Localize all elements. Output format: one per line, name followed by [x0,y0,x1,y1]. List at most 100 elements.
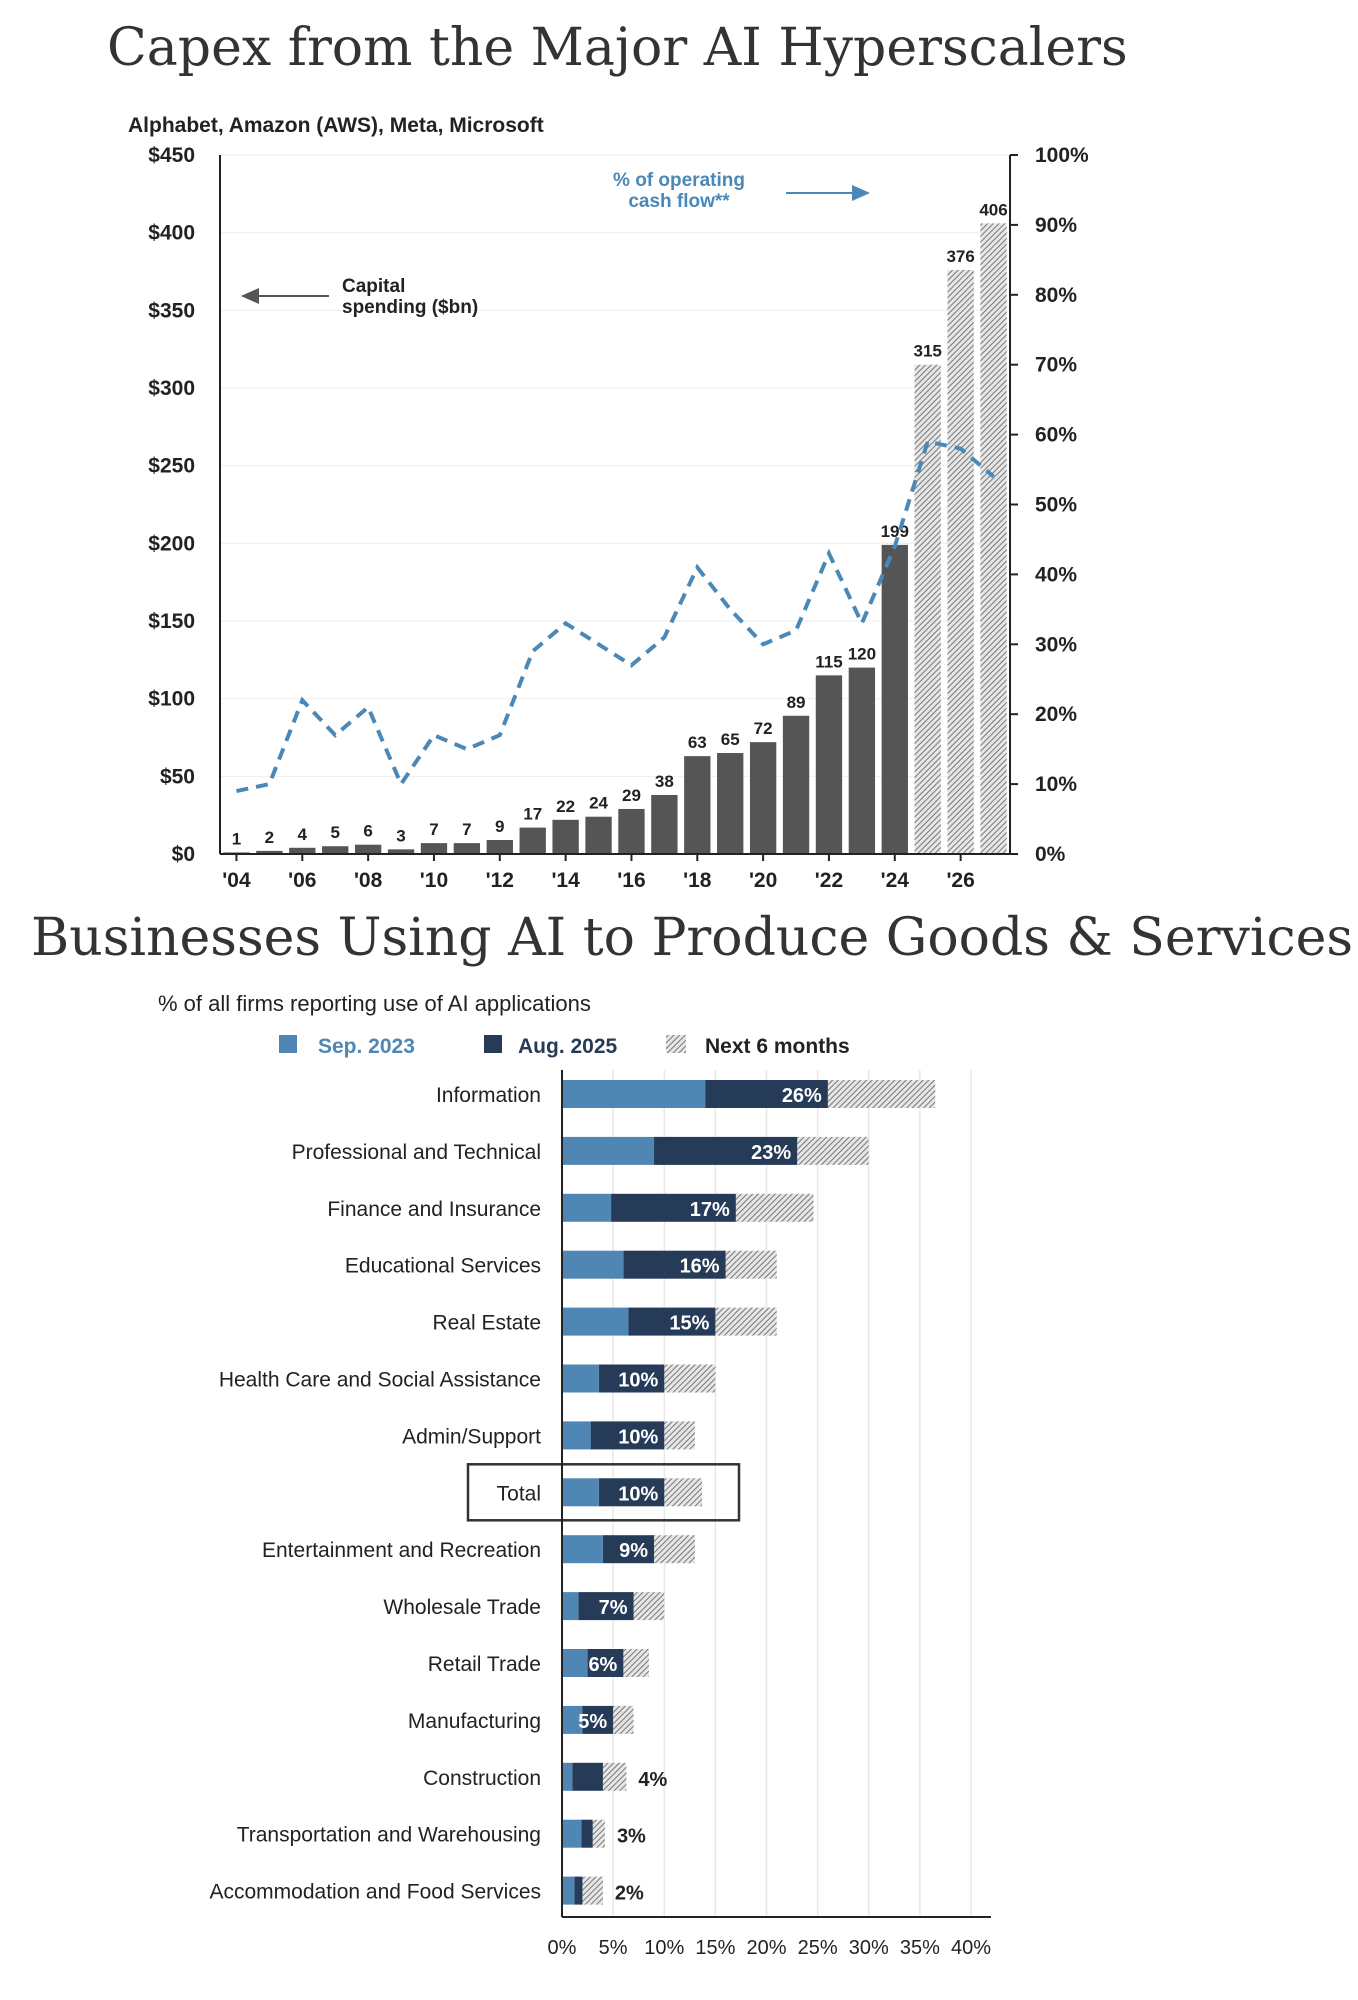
category-label: Manufacturing [408,1710,541,1733]
bars-annotation-line2: spending ($bn) [342,297,478,318]
bar-data-label: 22 [556,797,575,816]
next-6-months-segment [592,1819,605,1848]
sep-2023-segment [562,1421,591,1450]
capex-bar [354,844,382,854]
line-annotation-line1: % of operating [613,170,745,191]
bar-data-label: 24 [589,794,608,813]
capex-bar [519,827,546,854]
capex-bar [322,846,349,854]
capex-bar [717,753,744,854]
chart1-line [236,439,995,794]
capex-bar [256,850,283,854]
x-axis-tick-label: 0% [548,1937,577,1959]
right-axis-tick-label: 70% [1035,354,1077,377]
next-6-months-segment [827,1080,936,1108]
x-axis-tick-label: 40% [951,1937,991,1959]
left-axis-tick-label: $250 [148,455,195,478]
sep-2023-segment [562,1136,655,1165]
category-label: Educational Services [345,1255,541,1278]
capex-bar [815,675,843,854]
highlight-box [466,1463,741,1522]
right-axis-tick-label: 40% [1035,563,1077,586]
x-axis-tick-label: '08 [354,869,383,892]
category-label: Wholesale Trade [383,1596,541,1619]
legend-label-aug-2025: Aug. 2025 [518,1035,618,1058]
data-label: 10% [618,1370,658,1392]
sep-2023-segment [562,1250,624,1279]
right-axis-tick-label: 20% [1035,703,1077,726]
bar-row: Information 26% [436,1080,936,1108]
next-6-months-segment [664,1478,703,1507]
x-axis-tick-label: '20 [749,869,777,892]
x-axis-tick-label: '10 [420,869,448,892]
left-axis-tick-label: $400 [148,222,195,245]
aug-2025-segment [611,1193,736,1222]
category-label: Transportation and Warehousing [237,1824,541,1847]
data-label: 16% [680,1256,720,1278]
bar-data-label: 89 [787,693,806,712]
sep-2023-segment [562,1080,706,1108]
chart1-axes: $0 $50 $100 $150 $200 $250 $300 $350 $400 $450 0% 1… [148,144,1089,892]
next-6-months-segment [715,1307,777,1336]
bar-data-label: 120 [848,645,876,664]
right-axis-tick-label: 100% [1035,144,1089,167]
left-axis-tick-label: $100 [148,688,195,711]
aug-2025-segment [572,1762,603,1791]
bar-row: Manufacturing 5% [408,1705,634,1734]
data-label: 3% [617,1826,646,1848]
aug-2025-segment [602,1535,655,1564]
left-axis-tick-label: $450 [148,144,195,167]
x-axis-tick-label: 30% [849,1937,889,1959]
aug-2025-segment [582,1705,614,1734]
capex-bar [782,715,810,854]
bar-data-label: 5 [330,823,339,842]
right-axis-tick-label: 0% [1035,843,1066,866]
bar-row: Finance and Insurance 17% [327,1193,814,1222]
ocf-percent-line [236,439,995,794]
x-axis-tick-label: '04 [222,869,251,892]
capex-bar [453,843,481,854]
aug-2025-segment [590,1421,665,1450]
left-axis-tick-label: $150 [148,610,195,633]
next-6-months-segment [664,1421,695,1450]
x-axis-tick-label: '18 [683,869,712,892]
data-label: 4% [638,1769,667,1791]
sep-2023-segment [562,1762,573,1791]
right-axis-tick-label: 10% [1035,773,1077,796]
bar-data-label: 199 [881,522,909,541]
aug-2025-segment [654,1136,798,1165]
next-6-months-segment [602,1762,627,1791]
bar-row: Total 10% [466,1463,741,1522]
sep-2023-segment [562,1193,612,1222]
data-label: 7% [599,1597,628,1619]
next-6-months-segment [623,1649,649,1677]
bar-row: Health Care and Social Assistance 10% [219,1364,716,1393]
chart1-grid [220,154,1010,855]
category-label: Real Estate [432,1312,541,1335]
x-axis-tick-label: '16 [617,869,645,892]
chart1-title: Capex from the Major AI Hyperscalers [107,18,1128,78]
right-axis-tick-label: 30% [1035,633,1077,656]
aug-2025-segment [705,1080,828,1108]
aug-2025-segment [581,1819,593,1848]
capex-bar [289,847,316,854]
bar-data-label: 315 [914,342,942,361]
data-label: 10% [618,1483,658,1505]
x-axis-tick-label: 10% [644,1937,684,1959]
x-axis-tick-label: '24 [881,869,910,892]
next-6-months-segment [664,1364,716,1393]
bar-row: Retail Trade 6% [428,1649,649,1677]
forecast-bar [947,269,974,854]
next-6-months-segment [797,1136,869,1165]
data-label: 17% [690,1199,730,1221]
sep-2023-segment [562,1592,579,1621]
x-axis-tick-label: '06 [288,869,316,892]
bar-data-label: 29 [622,786,641,805]
legend-swatch-sep-2023 [279,1035,297,1053]
chart2-plot: 0% 5% 10% 15% 20% 25% 30% 35% 40% Information 26% P… [210,1070,991,1959]
capex-bar [881,544,908,854]
capex-bar [618,808,645,854]
bar-data-label: 1 [232,829,241,848]
aug-2025-segment [574,1876,583,1905]
